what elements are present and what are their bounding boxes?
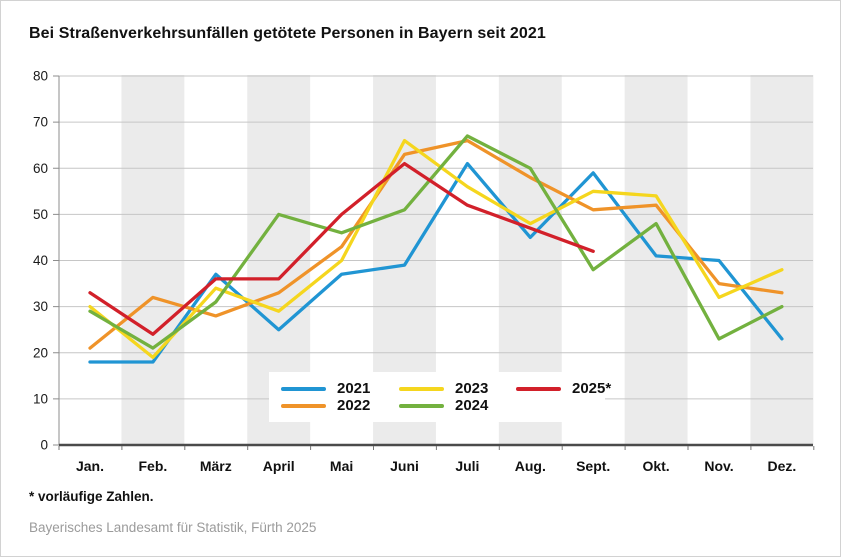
- legend-label: 2024: [455, 397, 489, 414]
- y-tick-label-0: 0: [40, 438, 48, 453]
- x-label-Dez.: Dez.: [768, 458, 797, 474]
- chart-source: Bayerisches Landesamt für Statistik, Für…: [29, 520, 317, 535]
- legend-entry-2023: 2023: [399, 381, 516, 396]
- x-label-Juni: Juni: [390, 458, 419, 474]
- x-label-Jan.: Jan.: [76, 458, 104, 474]
- x-label-Nov.: Nov.: [704, 458, 733, 474]
- legend-entry-2024: 2024: [399, 398, 516, 413]
- y-tick-label-40: 40: [33, 253, 48, 268]
- series-line-2022: [88, 138, 784, 350]
- legend-swatch-2021: [281, 386, 326, 391]
- legend-entry-2025: 2025*: [516, 381, 611, 396]
- x-label-Feb.: Feb.: [139, 458, 168, 474]
- legend-entry-2021: 2021: [281, 381, 399, 396]
- y-tick-label-50: 50: [33, 207, 48, 222]
- x-label-Juli: Juli: [455, 458, 479, 474]
- legend-entry-2022: 2022: [281, 398, 399, 413]
- y-tick-label-20: 20: [33, 345, 48, 360]
- chart-footnote: * vorläufige Zahlen.: [29, 489, 154, 504]
- legend-swatch-2022: [281, 403, 326, 408]
- legend-label: 2023: [455, 380, 489, 397]
- legend-label: 2021: [337, 380, 371, 397]
- y-tick-label-30: 30: [33, 299, 48, 314]
- legend-label: 2022: [337, 397, 371, 414]
- legend-swatch-2025: [516, 386, 561, 391]
- series-line-2024: [88, 134, 784, 350]
- y-tick-label-80: 80: [33, 69, 48, 84]
- legend-label: 2025*: [572, 380, 612, 397]
- y-tick-label-70: 70: [33, 115, 48, 130]
- legend-swatch-2023: [399, 386, 444, 391]
- chart-title: Bei Straßenverkehrsunfällen getötete Per…: [29, 25, 546, 42]
- x-label-März: März: [200, 458, 232, 474]
- x-label-Sept.: Sept.: [576, 458, 610, 474]
- x-label-April: April: [263, 458, 295, 474]
- series-line-2023: [88, 138, 784, 360]
- chart-legend: 2021 2022 2023 2024 2025*: [269, 372, 611, 422]
- series-line-2025: [88, 161, 595, 336]
- x-label-Okt.: Okt.: [642, 458, 669, 474]
- y-tick-label-10: 10: [33, 391, 48, 406]
- x-label-Aug.: Aug.: [515, 458, 546, 474]
- y-tick-label-60: 60: [33, 161, 48, 176]
- legend-swatch-2024: [399, 403, 444, 408]
- x-label-Mai: Mai: [330, 458, 353, 474]
